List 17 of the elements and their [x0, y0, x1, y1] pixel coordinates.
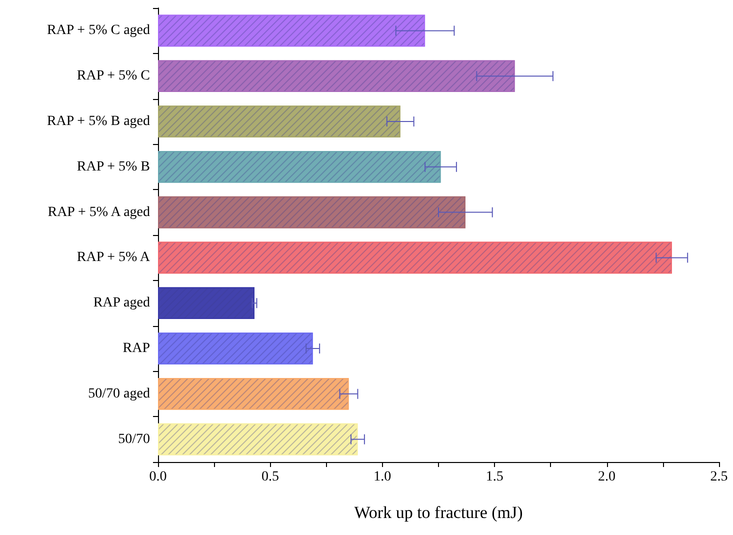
y-tick-label: RAP + 5% C aged [46, 23, 150, 38]
y-tick-label: RAP [122, 341, 150, 356]
y-tick-label: 50/70 aged [88, 386, 150, 402]
y-tick-label: RAP + 5% C [76, 68, 150, 84]
y-tick-label: RAP + 5% B [76, 159, 150, 174]
x-axis-title: Work up to fracture (mJ) [354, 503, 523, 522]
x-tick-label: 2.0 [598, 470, 616, 484]
x-tick-label: 1.5 [486, 470, 504, 484]
x-tick-label: 2.5 [710, 470, 728, 484]
x-tick-label: 1.0 [374, 470, 392, 484]
x-tick-label: 0.5 [261, 470, 279, 484]
y-tick-label: RAP aged [93, 296, 150, 311]
y-tick-label: RAP + 5% B aged [46, 114, 150, 129]
y-tick-label: RAP + 5% A aged [48, 204, 150, 220]
y-tick-label: RAP + 5% A [76, 250, 151, 266]
x-tick-label: 0.0 [149, 470, 167, 484]
y-tick-label: 50/70 [118, 432, 150, 447]
